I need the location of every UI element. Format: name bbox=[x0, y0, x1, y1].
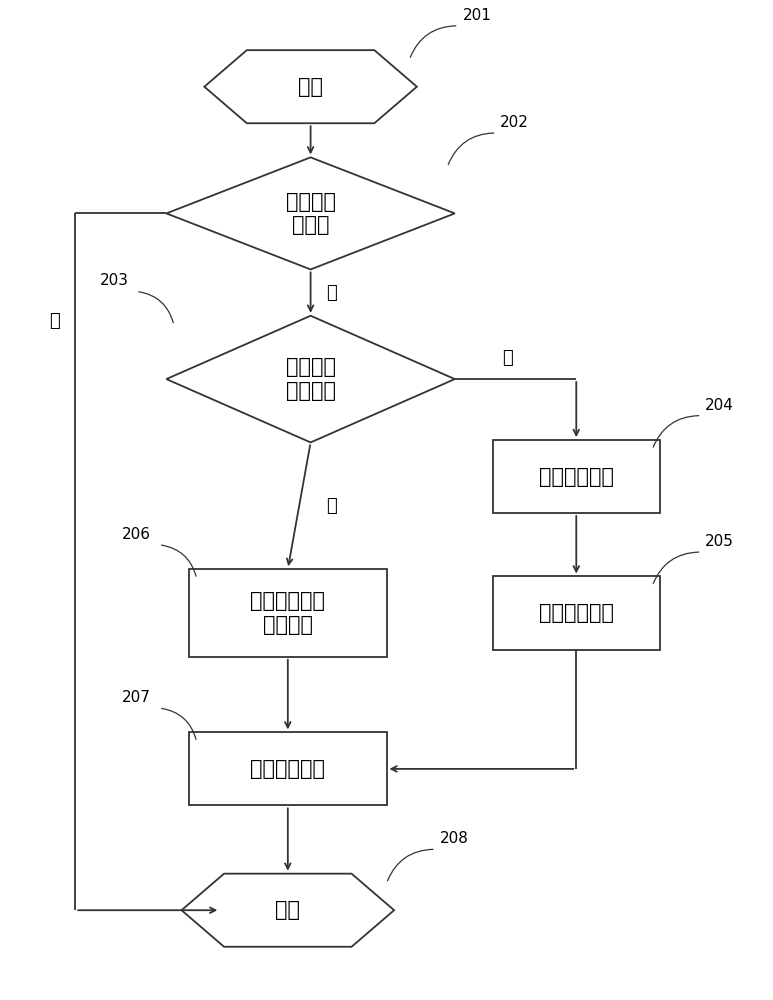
Text: 否: 否 bbox=[502, 349, 513, 367]
Polygon shape bbox=[182, 874, 394, 947]
Bar bbox=[189, 732, 386, 805]
Text: 207: 207 bbox=[122, 690, 152, 705]
Text: 调整码率逐步
降速递增: 调整码率逐步 降速递增 bbox=[250, 591, 325, 635]
Bar bbox=[189, 569, 386, 657]
Text: 丢包率在
正常范围: 丢包率在 正常范围 bbox=[285, 357, 335, 401]
Text: 203: 203 bbox=[100, 273, 128, 288]
Text: 204: 204 bbox=[705, 398, 734, 413]
Text: 201: 201 bbox=[462, 8, 492, 23]
Text: 结束: 结束 bbox=[275, 900, 301, 920]
Text: 码流控制线程: 码流控制线程 bbox=[250, 759, 325, 779]
Text: 设置图像质量: 设置图像质量 bbox=[539, 603, 614, 623]
Text: 202: 202 bbox=[500, 115, 530, 130]
Text: 否: 否 bbox=[49, 312, 60, 330]
Text: 208: 208 bbox=[440, 831, 468, 846]
Polygon shape bbox=[166, 316, 455, 442]
Text: 设置通道码流: 设置通道码流 bbox=[539, 467, 614, 487]
Text: 开始: 开始 bbox=[298, 77, 323, 97]
Bar bbox=[492, 440, 660, 513]
Text: 是: 是 bbox=[325, 284, 336, 302]
Text: 是: 是 bbox=[325, 497, 336, 515]
Polygon shape bbox=[166, 157, 455, 269]
Text: 206: 206 bbox=[122, 527, 152, 542]
Text: 获取当前
丢包率: 获取当前 丢包率 bbox=[285, 192, 335, 235]
Text: 205: 205 bbox=[705, 534, 734, 549]
Bar bbox=[492, 576, 660, 650]
Polygon shape bbox=[204, 50, 417, 123]
